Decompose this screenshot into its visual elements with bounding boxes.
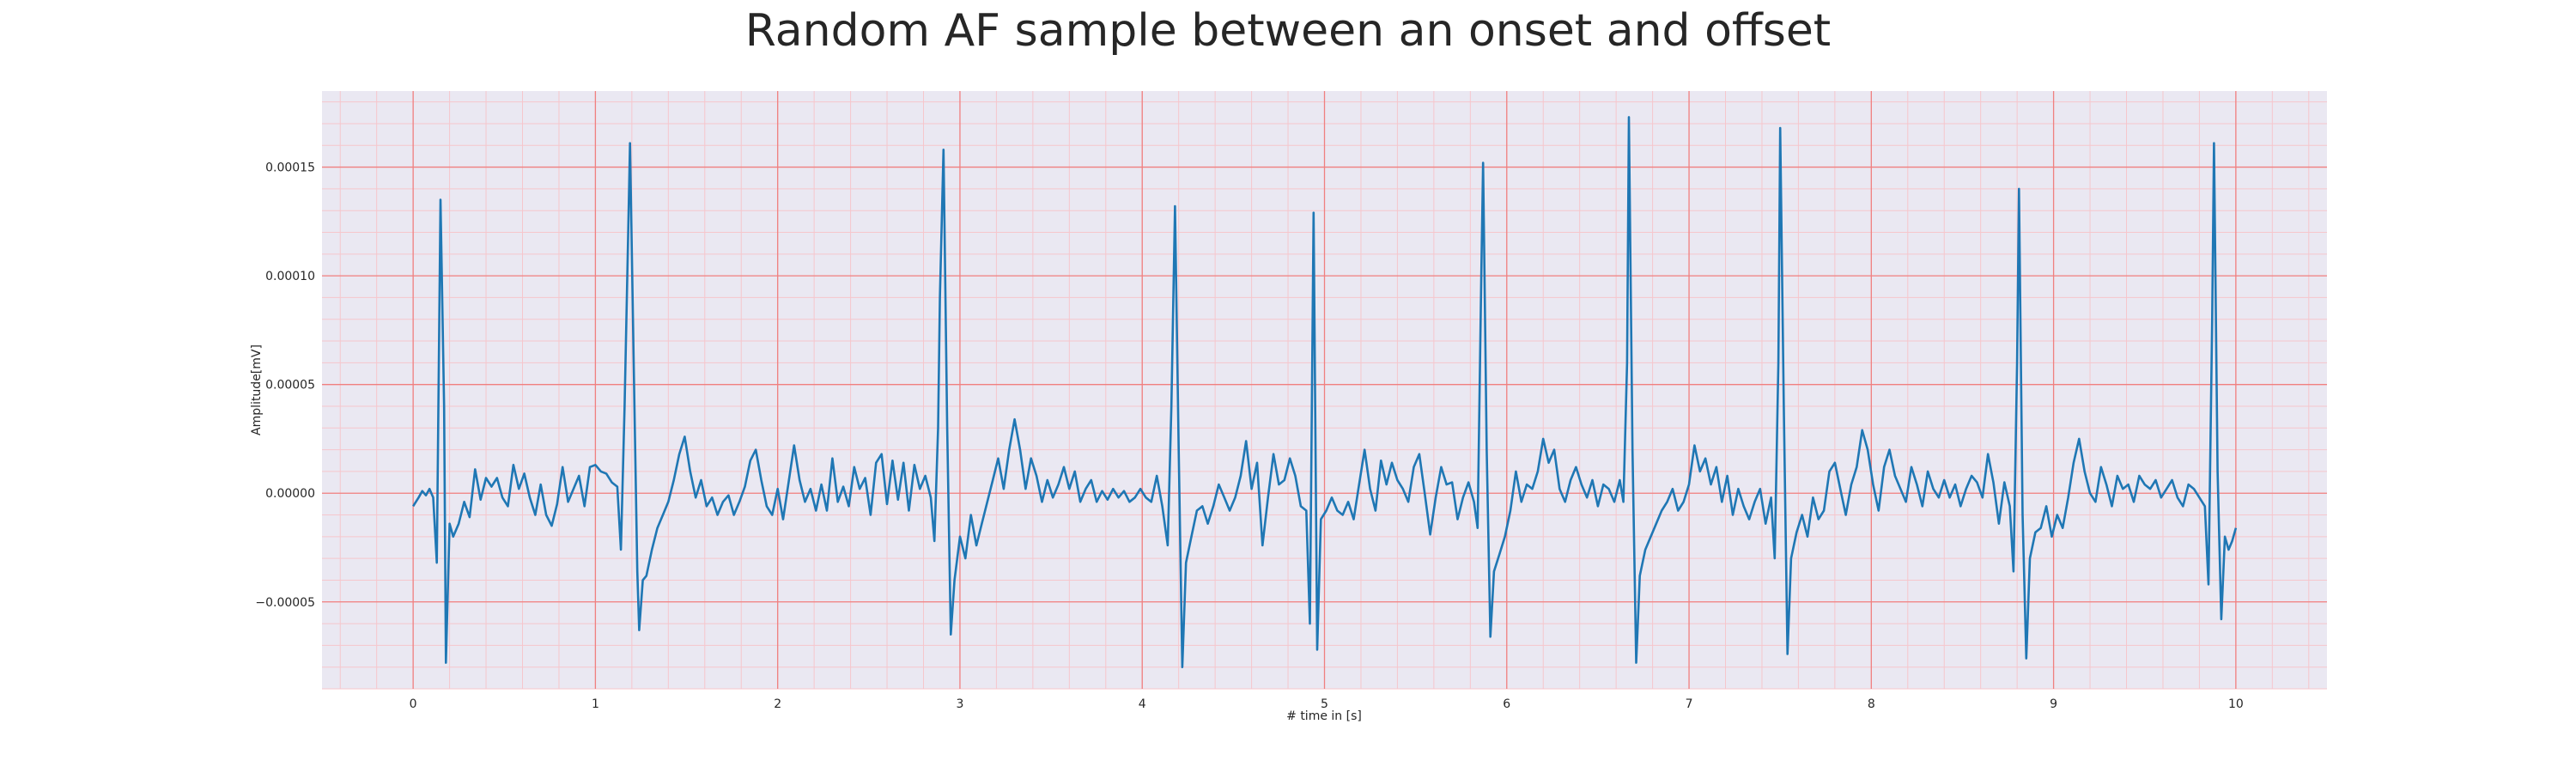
y-tick-label: 0.00005 [265, 379, 315, 393]
y-axis-ticks: −0.00005 0.00000 0.00005 0.00010 0.00015 [255, 161, 315, 610]
x-tick-label: 8 [1868, 697, 1875, 711]
y-axis-label: Amplitude[mV] [250, 344, 264, 435]
x-axis-ticks: 0 1 2 3 4 5 6 7 8 9 10 [410, 697, 2244, 711]
x-tick-label: 6 [1503, 697, 1510, 711]
x-axis-label: # time in [s] [1286, 709, 1362, 723]
chart-title: Random AF sample between an onset and of… [744, 5, 1832, 57]
x-tick-label: 2 [774, 697, 781, 711]
y-tick-label: 0.00000 [265, 487, 315, 501]
ecg-signal-line [412, 116, 2238, 668]
x-tick-label: 0 [410, 697, 417, 711]
x-tick-label: 4 [1139, 697, 1146, 711]
x-tick-label: 3 [956, 697, 963, 711]
y-tick-label: −0.00005 [255, 596, 315, 610]
y-tick-label: 0.00010 [265, 270, 315, 283]
major-grid [322, 91, 2327, 689]
x-tick-label: 7 [1686, 697, 1693, 711]
x-tick-label: 1 [592, 697, 599, 711]
x-tick-label: 5 [1321, 697, 1328, 711]
x-tick-label: 10 [2228, 697, 2244, 711]
y-tick-label: 0.00015 [265, 161, 315, 175]
x-tick-label: 9 [2050, 697, 2057, 711]
